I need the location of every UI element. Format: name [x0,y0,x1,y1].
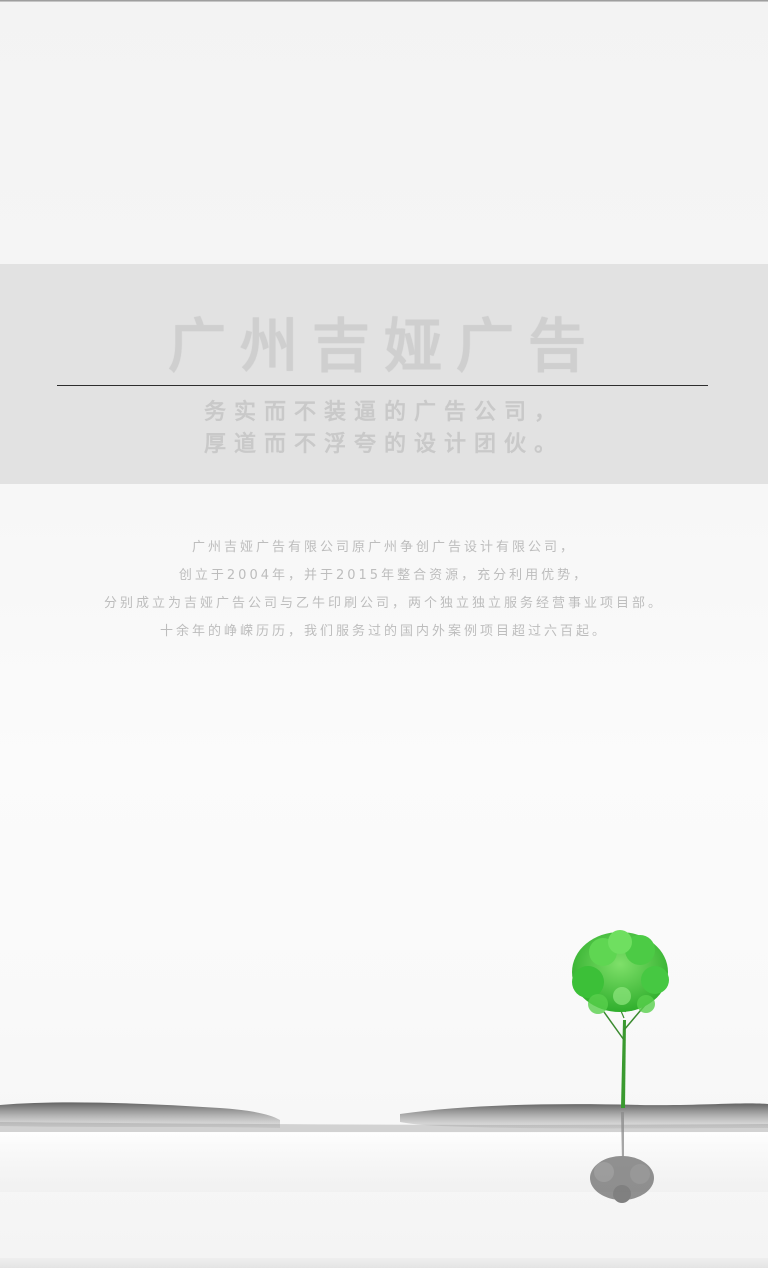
intro-line-3: 分别成立为吉娅广告公司与乙牛印刷公司，两个独立独立服务经营事业项目部。 [103,596,664,611]
landscape-illustration [0,930,768,1203]
title-divider [57,385,708,386]
slogan-line-2: 厚道而不浮夸的设计团伙。 [203,432,564,457]
intro-line-1: 广州吉娅广告有限公司原广州争创广告设计有限公司， [191,540,576,555]
hero-band [0,264,768,484]
intro-line-2: 创立于2004年，并于2015年整合资源，充分利用优势， [178,568,590,583]
intro-line-4: 十余年的峥嵘历历，我们服务过的国内外案例项目超过六百起。 [159,624,608,639]
top-edge-shadow [0,0,768,2]
tree-reflection-icon [590,1112,654,1203]
bottom-edge [0,1258,768,1268]
slogan-line-1: 务实而不装逼的广告公司， [203,400,564,425]
brand-title: 广州吉娅广告 [167,312,600,380]
tree-icon [572,930,669,1108]
